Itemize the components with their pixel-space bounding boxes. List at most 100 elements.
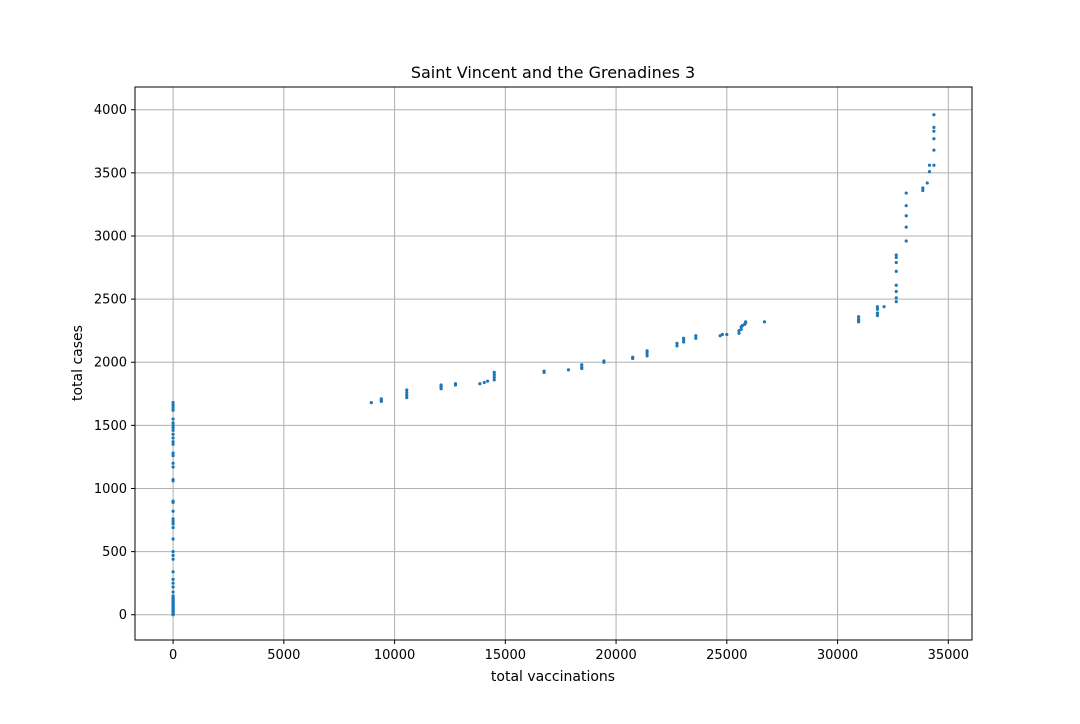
data-point (492, 373, 496, 377)
data-point (171, 570, 175, 574)
x-tick-label: 0 (169, 648, 177, 663)
data-point (932, 137, 936, 141)
data-point (369, 401, 373, 405)
data-point (171, 537, 175, 541)
data-point (171, 577, 175, 581)
data-point (171, 417, 175, 421)
data-point (171, 440, 175, 444)
data-point (894, 283, 898, 287)
y-tick-label: 2500 (94, 293, 127, 308)
data-point (580, 363, 584, 367)
data-point (631, 355, 635, 359)
data-point (694, 334, 698, 338)
data-point (744, 320, 748, 324)
data-point (379, 397, 383, 401)
data-point (492, 375, 496, 379)
data-point (932, 148, 936, 152)
data-point (171, 585, 175, 589)
data-point (580, 365, 584, 369)
chart-title: Saint Vincent and the Grenadines 3 (411, 63, 695, 82)
y-axis-ticks: 0 500 1000 1500 2000 2500 3000 3500 4000 (94, 103, 135, 623)
data-point (171, 421, 175, 425)
data-point (171, 465, 175, 469)
data-point (932, 163, 936, 167)
data-point (904, 204, 908, 208)
data-point (882, 305, 886, 309)
data-point (171, 478, 175, 482)
data-point (171, 509, 175, 513)
data-points (171, 113, 936, 617)
data-point (478, 382, 482, 386)
data-point (405, 390, 409, 395)
data-point (856, 315, 861, 319)
data-point (171, 550, 175, 554)
y-tick-label: 1000 (94, 482, 127, 497)
data-point (171, 436, 175, 440)
data-point (894, 253, 898, 257)
data-point (894, 289, 898, 294)
data-point (492, 378, 496, 382)
y-tick-label: 3000 (94, 229, 127, 244)
data-point (739, 327, 743, 332)
data-point (645, 351, 649, 355)
data-point (171, 408, 175, 412)
data-point (171, 454, 175, 458)
x-tick-label: 15000 (485, 648, 526, 663)
data-point (171, 581, 175, 585)
data-point (932, 125, 936, 130)
data-point (921, 188, 925, 193)
data-point (405, 388, 409, 392)
data-point (542, 369, 546, 373)
x-tick-label: 10000 (374, 648, 415, 663)
data-point (894, 269, 898, 273)
data-point (171, 557, 175, 561)
data-point (694, 336, 698, 340)
data-point (171, 442, 175, 446)
x-tick-label: 30000 (817, 648, 858, 663)
data-point (566, 368, 571, 372)
data-point (875, 305, 880, 309)
x-tick-label: 5000 (267, 648, 300, 663)
y-tick-label: 4000 (94, 103, 127, 118)
data-point (682, 336, 686, 340)
x-tick-label: 20000 (595, 648, 636, 663)
data-point (875, 313, 880, 318)
data-point (602, 359, 606, 363)
data-point (482, 380, 486, 385)
data-point (927, 163, 932, 167)
data-point (405, 393, 409, 397)
data-point (925, 181, 929, 185)
data-point (405, 395, 409, 400)
data-point (904, 239, 908, 243)
data-point (171, 522, 175, 526)
data-point (453, 382, 458, 386)
data-point (856, 317, 861, 321)
data-point (171, 403, 175, 407)
data-point (171, 553, 175, 558)
data-point (171, 461, 175, 465)
data-point (894, 260, 898, 265)
data-point (904, 214, 908, 218)
data-point (894, 296, 898, 300)
y-tick-label: 500 (102, 545, 127, 560)
data-point (927, 169, 932, 174)
data-point (171, 517, 175, 521)
data-point (171, 432, 175, 436)
data-point (675, 344, 679, 348)
x-axis-label: total vaccinations (491, 669, 615, 685)
data-point (904, 191, 908, 195)
data-point (875, 311, 880, 315)
x-axis-ticks: 0 5000 10000 15000 20000 25000 30000 35000 (169, 640, 969, 663)
data-point (171, 451, 175, 455)
data-point (875, 307, 880, 311)
data-point (725, 332, 729, 337)
data-point (492, 370, 496, 374)
data-point (171, 499, 175, 503)
data-point (894, 300, 898, 304)
data-point (932, 129, 936, 133)
y-tick-label: 3500 (94, 166, 127, 181)
y-tick-label: 2000 (94, 356, 127, 371)
data-point (171, 426, 175, 430)
